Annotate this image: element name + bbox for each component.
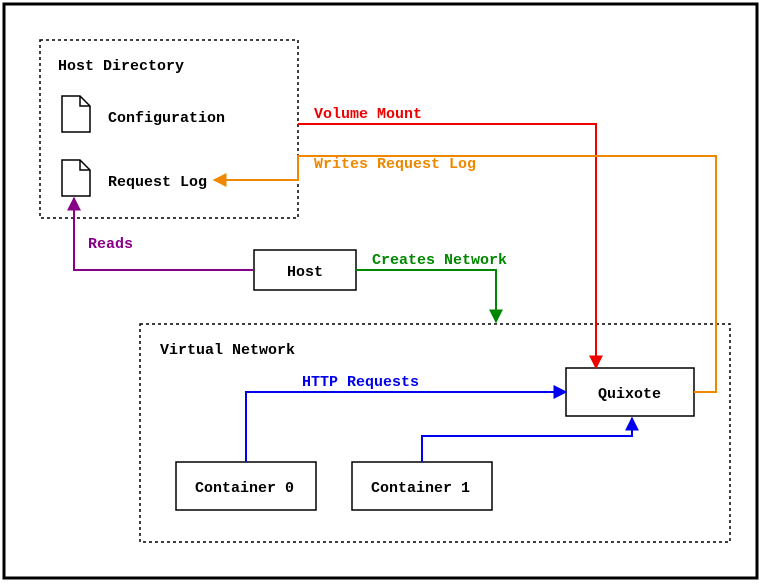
host-directory-title: Host Directory	[58, 58, 184, 75]
quixote-label: Quixote	[598, 386, 661, 403]
file-label-configuration: Configuration	[108, 110, 225, 127]
file-label-request-log: Request Log	[108, 174, 207, 191]
volume-mount-label: Volume Mount	[314, 106, 422, 123]
file-icon	[62, 160, 90, 196]
host-box-label: Host	[287, 264, 323, 281]
container-1-label: Container 1	[371, 480, 470, 497]
reads-label: Reads	[88, 236, 133, 253]
file-icon	[62, 96, 90, 132]
creates-network-label: Creates Network	[372, 252, 507, 269]
container-0-label: Container 0	[195, 480, 294, 497]
http-requests-label: HTTP Requests	[302, 374, 419, 391]
virtual-network-title: Virtual Network	[160, 342, 295, 359]
writes-log-label: Writes Request Log	[314, 156, 476, 173]
